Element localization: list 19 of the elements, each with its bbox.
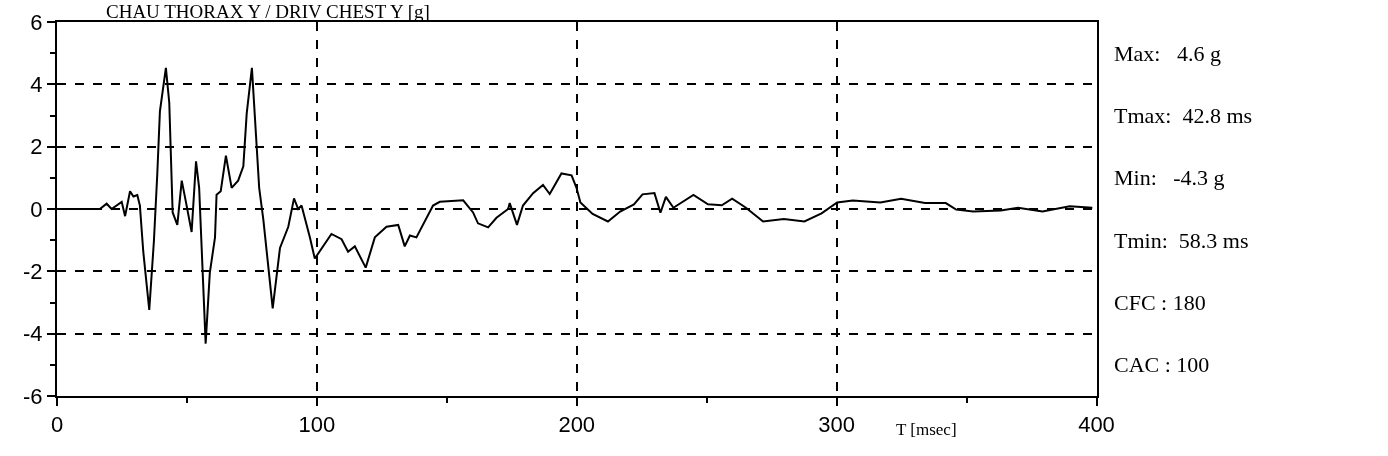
text: Tmax: 42.8 ms (1114, 103, 1253, 128)
text: Tmin: 58.3 ms (1114, 228, 1249, 253)
y-tick-label: -6 (23, 383, 43, 409)
y-tick-label: 4 (30, 72, 43, 98)
x-tick-label: 100 (298, 412, 336, 438)
y-tick-label: 6 (30, 9, 43, 35)
x-axis-title: T [msec] (896, 420, 957, 439)
y-tick-label: 2 (30, 134, 43, 160)
x-tick-label: 300 (818, 412, 855, 438)
text: Max: 4.6 g (1114, 41, 1221, 66)
y-tick-label: 0 (30, 196, 43, 222)
x-tick-label: 0 (50, 412, 64, 438)
y-tick-label: -2 (23, 259, 43, 285)
text: CFC : 180 (1114, 290, 1206, 315)
y-tick-label: -4 (23, 321, 43, 347)
text: Min: -4.3 g (1114, 165, 1225, 190)
x-tick-label: 400 (1078, 412, 1115, 438)
text: CAC : 100 (1114, 352, 1210, 377)
x-tick-label: 200 (558, 412, 596, 438)
